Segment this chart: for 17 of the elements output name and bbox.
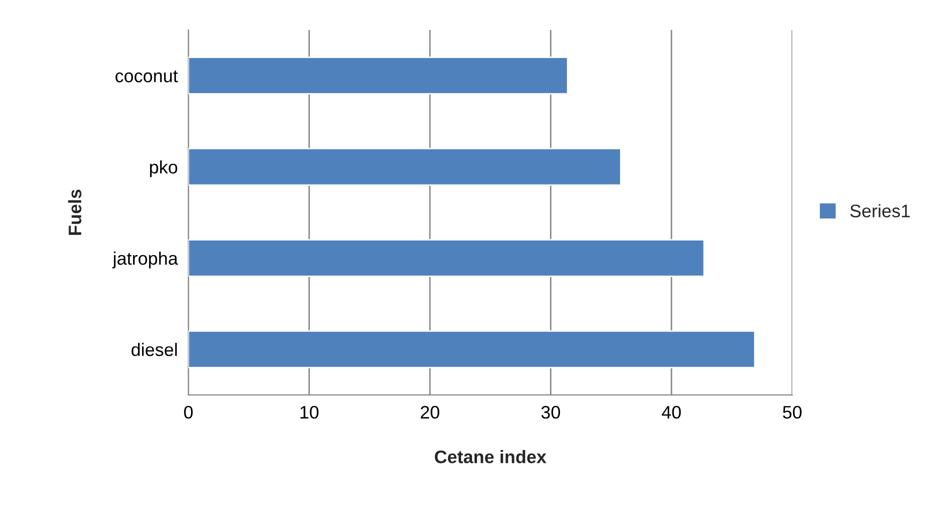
y-tick-label: diesel bbox=[132, 342, 177, 356]
bar bbox=[188, 56, 568, 95]
x-tick-label: 40 bbox=[662, 406, 681, 419]
bar bbox=[188, 239, 705, 278]
x-tick-label: 10 bbox=[300, 406, 318, 419]
y-axis-title: Fuels bbox=[68, 190, 82, 235]
x-tick-label: 50 bbox=[782, 406, 802, 419]
x-tick-label: 0 bbox=[184, 406, 193, 419]
x-axis-title: Cetane index bbox=[434, 450, 546, 464]
y-tick-label: coconut bbox=[116, 70, 178, 82]
legend-label: Series1 bbox=[850, 204, 910, 218]
y-tick-label: pko bbox=[150, 160, 178, 178]
x-tick-label: 20 bbox=[420, 406, 440, 419]
y-tick-label: jatropha bbox=[112, 252, 178, 268]
bar bbox=[188, 330, 756, 368]
x-tick-label: 30 bbox=[541, 406, 560, 419]
bar bbox=[188, 148, 622, 186]
